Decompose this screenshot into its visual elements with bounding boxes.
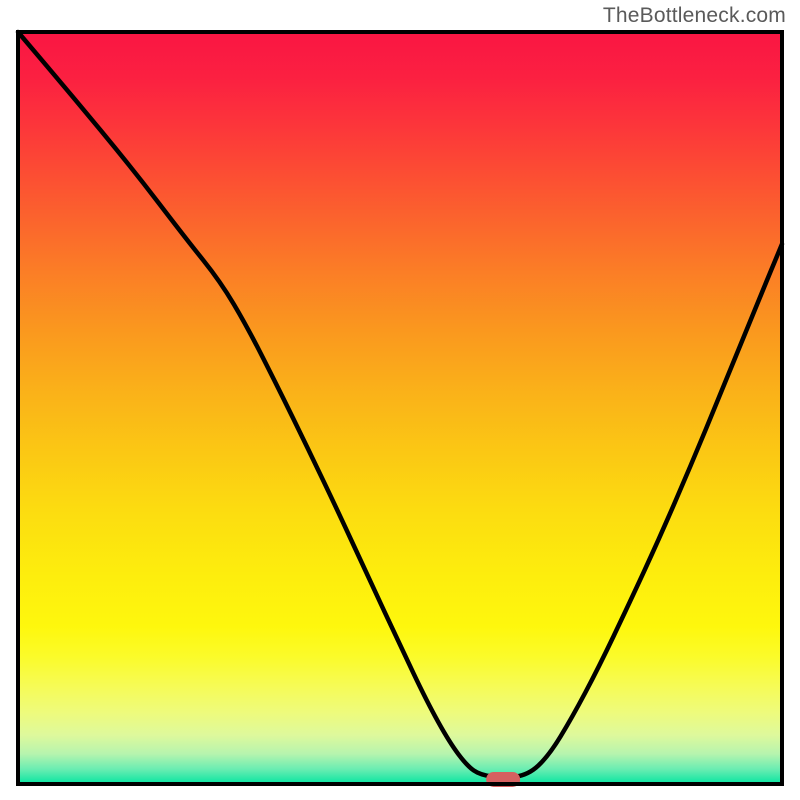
chart-container: TheBottleneck.com (0, 0, 800, 800)
chart-background-gradient (18, 32, 782, 784)
watermark-text: TheBottleneck.com (603, 4, 786, 28)
bottleneck-curve-chart (0, 0, 800, 800)
